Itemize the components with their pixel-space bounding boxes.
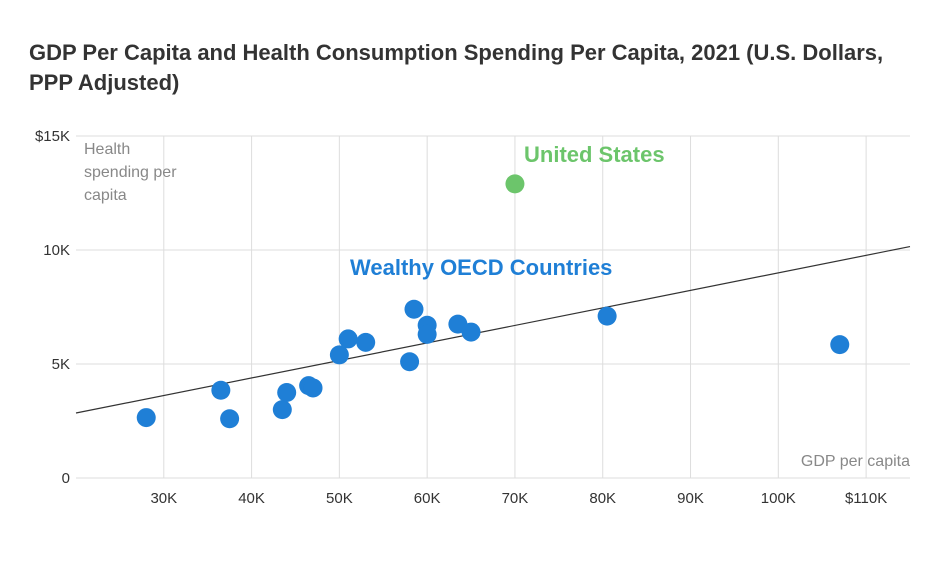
oecd-point	[338, 329, 358, 349]
oecd-point	[597, 306, 617, 326]
x-tick-label: 70K	[502, 490, 529, 507]
oecd-point	[220, 409, 240, 429]
y-axis-label-line: spending per	[84, 164, 177, 181]
oecd-point	[461, 322, 481, 342]
y-axis-label-line: capita	[84, 187, 127, 204]
x-tick-label: $110K	[845, 490, 887, 507]
gridlines	[76, 135, 910, 479]
oecd-point	[830, 335, 850, 355]
x-tick-label: 80K	[589, 490, 616, 507]
us-point	[505, 174, 525, 194]
oecd-point	[303, 378, 323, 398]
oecd-point	[404, 299, 424, 319]
x-axis-label: GDP per capita	[801, 453, 910, 470]
oecd-point	[356, 332, 376, 352]
annotations: Health spending per capita GDP per capita …	[84, 141, 910, 470]
y-tick-label: 5K	[52, 356, 70, 373]
oecd-point	[136, 408, 156, 428]
us-series-label: United States	[524, 142, 665, 167]
data-points	[136, 174, 850, 429]
x-tick-label: 40K	[238, 490, 265, 507]
chart-title: GDP Per Capita and Health Consumption Sp…	[29, 40, 884, 95]
x-tick-label: 50K	[326, 490, 353, 507]
oecd-point	[400, 352, 420, 372]
y-tick-label: $15K	[35, 128, 70, 145]
oecd-point	[272, 400, 292, 420]
y-tick-label: 0	[62, 470, 70, 487]
tick-labels: 0 5K 10K $15K 30K 40K 50K 60K 70K 80K 90K 100K $110K	[35, 128, 887, 507]
oecd-point	[277, 383, 297, 402]
x-tick-label: 90K	[677, 490, 704, 507]
x-tick-label: 30K	[150, 490, 177, 507]
y-axis-label-line: Health	[84, 141, 130, 158]
y-axis-label: Health spending per capita	[84, 141, 177, 204]
y-tick-label: 10K	[43, 242, 70, 259]
oecd-point	[417, 324, 437, 344]
oecd-point	[329, 345, 349, 365]
oecd-series-label: Wealthy OECD Countries	[350, 255, 612, 280]
oecd-point	[211, 380, 231, 400]
x-tick-label: 60K	[414, 490, 441, 507]
x-tick-label: 100K	[761, 490, 796, 507]
